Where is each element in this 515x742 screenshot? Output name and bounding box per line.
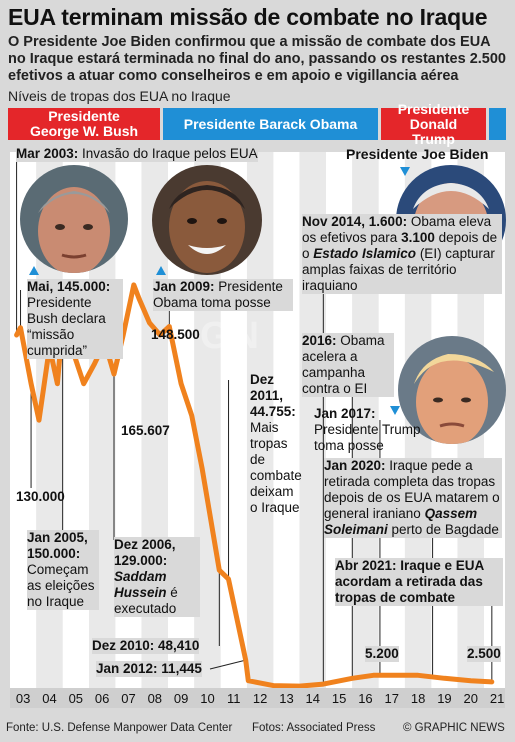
ann-jan2005-head: Jan 2005, 150.000: xyxy=(27,530,88,561)
x-tick-label: 16 xyxy=(358,691,372,706)
x-tick-label: 19 xyxy=(437,691,451,706)
ann-dez2006-head: Dez 2006, 129.000: xyxy=(114,537,176,568)
x-tick-label: 08 xyxy=(148,691,162,706)
ann-jan2005-text: Começam as eleições no Iraque xyxy=(27,562,95,609)
band-biden xyxy=(489,108,506,140)
ann-nov2014-text3: (EI) capturar amplas faixas de territóri… xyxy=(302,246,495,293)
year-column xyxy=(273,152,300,688)
ann-jan2009-text: Presidente Obama toma posse xyxy=(153,279,283,310)
ann-dez2011: Dez 2011, 44.755: Mais tropas de combate … xyxy=(250,372,302,516)
page-subtitle: O Presidente Joe Biden confirmou que a m… xyxy=(8,34,506,84)
photo-obama xyxy=(152,165,262,275)
x-tick-label: 13 xyxy=(279,691,293,706)
ann-mar2003-text: Invasão do Iraque pelos EUA xyxy=(78,146,258,161)
x-axis-ticks: 03 04 05 06 07 08 09 10 11 12 13 14 15 16 17 18 19 20 21 xyxy=(10,688,505,708)
leader-line xyxy=(209,659,246,670)
ann-jan2020-text2: perto de Bagdade xyxy=(387,522,499,537)
label-biden: Presidente Joe Biden xyxy=(346,146,489,162)
ann-2016-text: Obama acelera a campanha contra o EI xyxy=(302,333,385,396)
obama-face-icon xyxy=(152,165,262,275)
band-bush-label: Presidente George W. Bush xyxy=(29,108,139,139)
x-tick-label: 03 xyxy=(16,691,30,706)
ann-mar2003-date: Mar 2003: xyxy=(16,146,79,161)
chart-label: Níveis de tropas dos EUA no Iraque xyxy=(8,88,231,104)
x-tick-label: 05 xyxy=(69,691,83,706)
x-tick-label: 09 xyxy=(174,691,188,706)
x-tick-label: 20 xyxy=(464,691,478,706)
ann-nov2014-bold: 3.100 xyxy=(401,230,435,245)
value-5200: 5.200 xyxy=(365,646,399,662)
footer-credit: © GRAPHIC NEWS xyxy=(403,722,505,734)
ann-dez2006: Dez 2006, 129.000: Saddam Hussein é execu… xyxy=(114,537,200,617)
trump-face-icon xyxy=(398,336,506,444)
ann-jan2005: Jan 2005, 150.000: Começam as eleições no… xyxy=(27,530,99,610)
ann-mar2003: Mar 2003: Invasão do Iraque pelos EUA xyxy=(16,146,258,162)
x-tick-label: 12 xyxy=(253,691,267,706)
x-tick-label: 18 xyxy=(411,691,425,706)
ann-dez2011-text: Mais tropas de combate deixam o Iraque xyxy=(250,420,302,515)
ann-nov2014-text1: Obama eleva os efetivos para xyxy=(302,214,492,245)
ann-2016: 2016: Obama acelera a campanha contra o … xyxy=(302,333,394,397)
ann-2016-head: 2016: xyxy=(302,333,337,348)
page-title: EUA terminam missão de combate no Iraque xyxy=(8,4,488,30)
ann-mai-text: Presidente Bush declara “missão cumprida… xyxy=(27,295,106,358)
band-obama: Presidente Barack Obama xyxy=(163,108,378,140)
value-2500: 2.500 xyxy=(467,646,501,662)
band-bush: Presidente George W. Bush xyxy=(8,108,160,140)
ann-jan2017-head: Jan 2017: xyxy=(314,406,376,421)
ann-jan2012: Jan 2012: 11,445 xyxy=(96,661,202,677)
ann-mai2003: Mai, 145.000: Presidente Bush declara “mi… xyxy=(27,279,123,359)
ann-jan2020-text1: Iraque pede a retirada completa das trop… xyxy=(324,458,500,521)
footer-source: Fonte: U.S. Defense Manpower Data Center xyxy=(6,722,233,734)
ann-jan2020-name: Qassem Soleimani xyxy=(324,506,478,537)
band-trump-label: Presidente Donald Trump xyxy=(397,100,470,147)
value-130000: 130.000 xyxy=(16,489,65,504)
band-trump: Presidente Donald Trump xyxy=(381,101,486,146)
value-165607: 165.607 xyxy=(121,423,170,438)
ann-dez2006-name: Saddam Hussein xyxy=(114,569,167,600)
ann-dez2006-text: é executado xyxy=(114,585,178,616)
x-axis-band xyxy=(10,688,505,708)
band-obama-label: Presidente Barack Obama xyxy=(183,115,358,132)
x-tick-label: 21 xyxy=(490,691,504,706)
ann-jan2017: Jan 2017: Presidente Trump toma posse xyxy=(314,406,439,454)
x-tick-label: 06 xyxy=(95,691,109,706)
bush-face-icon xyxy=(20,165,128,273)
x-tick-label: 17 xyxy=(385,691,399,706)
photo-bush xyxy=(20,165,128,273)
footer-photos: Fotos: Associated Press xyxy=(252,722,376,734)
x-tick-label: 15 xyxy=(332,691,346,706)
ann-abr2021: Abr 2021: Iraque e EUA acordam a retirad… xyxy=(335,558,503,606)
photo-trump xyxy=(398,336,506,444)
ann-nov2014-text2: depois de o xyxy=(302,230,498,261)
president-marker-icon xyxy=(390,406,400,415)
value-148500: 148.500 xyxy=(151,327,200,342)
ann-nov2014: Nov 2014, 1.600: Obama eleva os efetivos… xyxy=(302,214,502,294)
ann-dez2011-head: Dez 2011, 44.755: xyxy=(250,372,296,419)
ann-jan2020: Jan 2020: Iraque pede a retirada complet… xyxy=(324,458,502,538)
ann-dez2010: Dez 2010: 48,410 xyxy=(92,638,200,654)
x-tick-label: 10 xyxy=(200,691,214,706)
x-tick-label: 04 xyxy=(42,691,56,706)
ann-nov2014-head: Nov 2014, 1.600: xyxy=(302,214,408,229)
watermark: GN xyxy=(200,315,261,357)
ann-mai-head: Mai, 145.000: xyxy=(27,279,111,294)
ann-nov2014-italic: Estado Islamico xyxy=(313,246,417,261)
x-tick-label: 11 xyxy=(227,691,241,706)
ann-jan2020-head: Jan 2020: xyxy=(324,458,386,473)
x-tick-label: 14 xyxy=(306,691,320,706)
ann-jan2009-date: Jan 2009: xyxy=(153,279,215,294)
ann-jan2009: Jan 2009: Presidente Obama toma posse xyxy=(153,279,293,311)
ann-jan2017-text: Presidente Trump toma posse xyxy=(314,422,421,453)
x-tick-label: 07 xyxy=(121,691,135,706)
